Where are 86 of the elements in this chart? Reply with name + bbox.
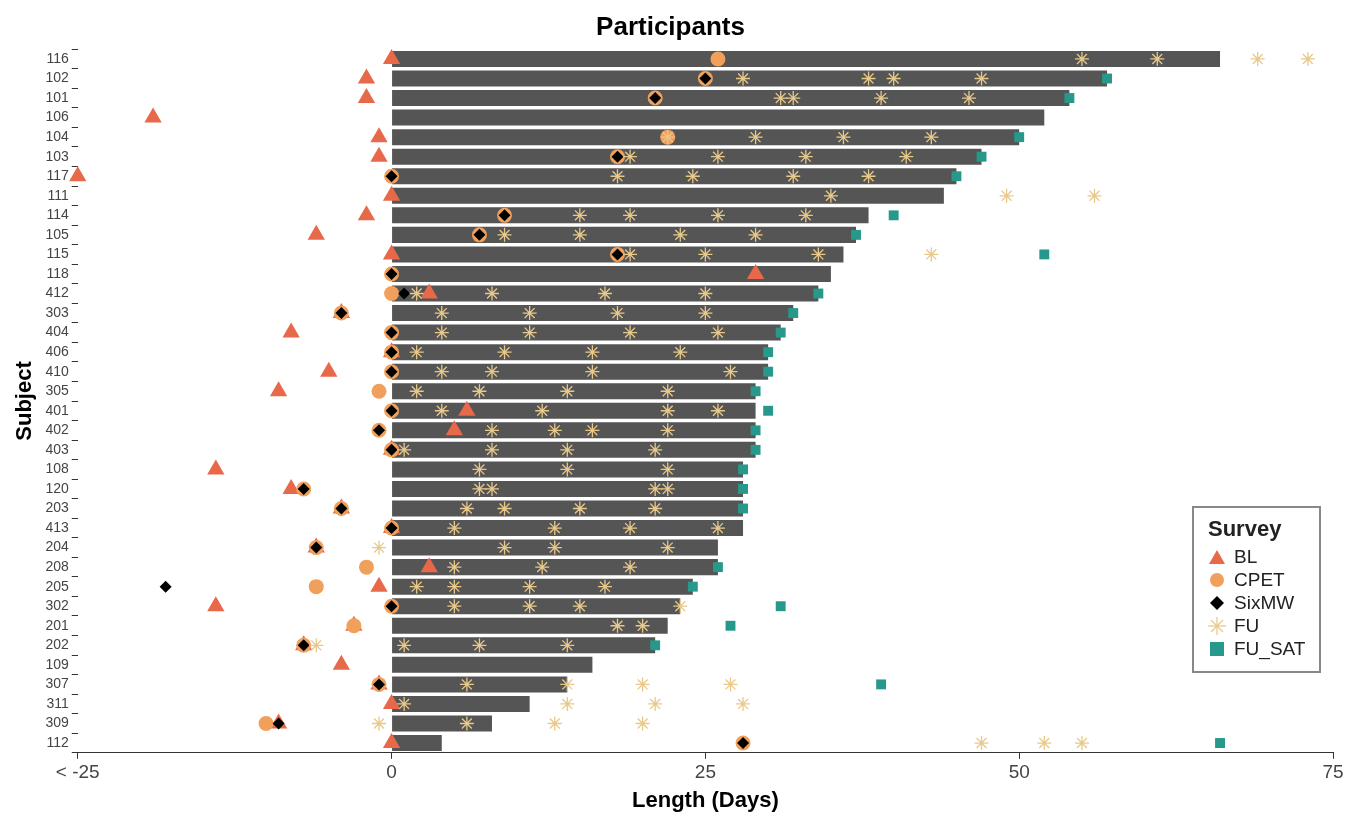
legend-label: CPET	[1234, 569, 1285, 592]
x-tick-label: 0	[386, 761, 397, 783]
legend-label: BL	[1234, 546, 1258, 569]
y-tick-label: 311	[46, 694, 69, 711]
bar	[392, 695, 530, 712]
y-tick-label: 104	[45, 128, 69, 145]
bar	[392, 129, 1020, 146]
bar	[392, 402, 756, 419]
bar	[392, 500, 744, 517]
bar	[392, 324, 781, 341]
bar	[392, 363, 769, 380]
chart-title: Participants	[596, 10, 745, 41]
x-tick-label: 50	[1008, 761, 1030, 783]
bar	[392, 559, 718, 576]
y-axis-title: Subject	[11, 360, 37, 441]
bar	[392, 735, 442, 752]
bar	[392, 168, 957, 185]
bar	[392, 187, 944, 204]
y-tick-label: 114	[46, 206, 69, 223]
y-tick-label: 106	[45, 108, 69, 125]
y-tick-label: 302	[45, 597, 69, 614]
bar	[392, 656, 593, 673]
y-tick-label: 305	[45, 382, 69, 399]
y-tick-label: 201	[45, 616, 69, 633]
bar	[392, 617, 668, 634]
y-tick-label: 208	[45, 557, 69, 574]
bar	[392, 148, 982, 165]
y-tick-label: 205	[45, 577, 69, 594]
y-tick-label: 202	[45, 636, 69, 653]
x-tick-label: 75	[1322, 761, 1344, 783]
bar	[392, 676, 568, 693]
bar	[392, 207, 869, 224]
bar	[392, 480, 744, 497]
y-tick-label: 402	[45, 421, 69, 438]
y-tick-label: 307	[45, 675, 69, 692]
y-tick-label: 204	[45, 538, 69, 555]
bar	[392, 50, 1221, 67]
bar	[392, 344, 769, 361]
y-tick-label: 406	[45, 343, 69, 359]
y-tick-label: 309	[45, 714, 69, 731]
bar	[392, 520, 744, 537]
bar	[392, 422, 756, 439]
y-tick-label: 109	[45, 655, 69, 672]
y-tick-label: 303	[45, 303, 69, 320]
bar	[392, 305, 794, 322]
bar	[392, 90, 1070, 107]
bar	[392, 226, 857, 243]
bar	[392, 715, 492, 732]
y-tick-label: 412	[45, 284, 69, 301]
y-tick-label: 102	[45, 69, 69, 86]
y-tick-label: 115	[46, 245, 69, 262]
legend-label: SixMW	[1234, 592, 1295, 615]
bar	[392, 285, 819, 302]
y-tick-label: 105	[45, 225, 69, 242]
y-tick-label: 120	[45, 479, 69, 496]
y-tick-label: 403	[45, 440, 69, 457]
bar	[392, 461, 744, 478]
x-tick-label: 25	[694, 761, 716, 783]
y-tick-label: 413	[45, 518, 69, 535]
bar	[392, 539, 718, 556]
x-axis-title: Length (Days)	[632, 786, 779, 812]
y-tick-label: 111	[47, 186, 69, 203]
y-tick-label: 404	[45, 323, 69, 340]
bar	[392, 70, 1108, 87]
y-tick-label: 101	[45, 88, 69, 105]
y-tick-label: 401	[45, 401, 69, 418]
y-tick-label: 112	[46, 733, 69, 750]
bar	[392, 637, 656, 654]
bar	[392, 109, 1045, 126]
bar	[392, 383, 756, 400]
legend-title: Survey	[1208, 515, 1283, 542]
y-tick-label: 118	[46, 264, 69, 281]
y-tick-label: 103	[45, 147, 69, 164]
y-tick-label: 116	[46, 49, 69, 66]
x-tick-label: < -25	[55, 761, 100, 783]
bar	[392, 246, 844, 263]
bar	[392, 441, 756, 458]
legend-label: FU	[1234, 615, 1260, 638]
y-tick-label: 410	[45, 362, 69, 379]
legend-label: FU_SAT	[1234, 638, 1306, 661]
bar	[392, 598, 681, 615]
bar	[392, 265, 831, 282]
y-tick-label: 117	[46, 167, 69, 184]
y-tick-label: 203	[45, 499, 69, 516]
bar	[392, 578, 693, 595]
y-tick-label: 108	[45, 460, 69, 477]
